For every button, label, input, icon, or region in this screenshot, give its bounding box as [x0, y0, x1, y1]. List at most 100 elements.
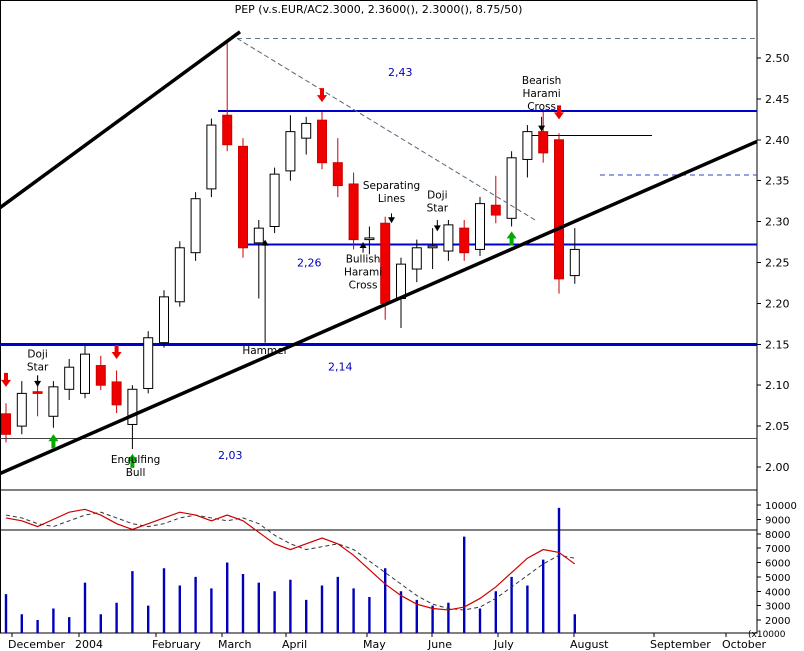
candlestick	[238, 145, 248, 249]
candlestick	[1, 413, 11, 435]
volume-bar	[305, 599, 308, 633]
volume-bar	[273, 591, 276, 633]
annotation-text: Bull	[126, 467, 146, 479]
indicator-axis-label: 3000	[765, 602, 790, 613]
x-axis-month-label: December	[8, 638, 66, 651]
buy-signal-arrow-icon	[127, 453, 138, 468]
candlestick	[554, 139, 564, 280]
candlestick	[80, 353, 90, 394]
candlestick	[285, 131, 296, 172]
price-axis-label: 2.00	[765, 461, 790, 474]
candlestick	[475, 203, 485, 250]
candlestick	[127, 388, 138, 425]
annotation-text: Bullish	[346, 254, 381, 266]
indicator-unit-label: (x10000	[748, 630, 786, 640]
volume-bar	[147, 605, 150, 633]
candlestick	[538, 131, 549, 154]
annotation-text: Hammer	[242, 345, 288, 357]
sell-signal-arrow-icon	[1, 372, 11, 387]
buy-signal-arrow-icon	[48, 434, 59, 449]
price-axis-label: 2.50	[765, 52, 790, 65]
chart-border	[0, 0, 758, 634]
volume-bar	[431, 605, 434, 633]
x-axis-month-label: 2004	[75, 638, 103, 651]
volume-bar	[542, 559, 545, 633]
volume-bar	[368, 597, 371, 633]
annotation-text: Star	[27, 361, 49, 373]
sell-signal-arrow-icon	[317, 88, 327, 103]
volume-bar	[257, 582, 260, 633]
volume-bar	[320, 585, 324, 633]
annotation-arrowhead-icon	[34, 380, 42, 387]
x-axis-month-label: September	[650, 638, 711, 651]
price-level-label: 2,43	[388, 66, 413, 79]
candlestick	[317, 119, 327, 164]
volume-bar	[241, 574, 245, 633]
price-level-label: 2,26	[297, 257, 322, 270]
annotation-text: Lines	[378, 193, 405, 205]
volume-bar	[573, 614, 576, 633]
volume-bar	[131, 571, 134, 633]
trendline	[236, 37, 536, 221]
price-axis-label: 2.35	[765, 175, 790, 188]
price-level-label: 2,14	[328, 360, 353, 373]
annotation-arrowhead-icon	[433, 225, 441, 232]
annotation-text: Separating	[363, 180, 420, 192]
indicator-axis-label: 6000	[765, 559, 790, 570]
x-axis-month-label: June	[427, 638, 452, 651]
trendline	[0, 30, 242, 210]
volume-bar	[115, 602, 118, 633]
volume-bar	[557, 507, 561, 633]
candlestick	[459, 227, 470, 254]
x-axis-month-label: August	[570, 638, 609, 651]
candlestick	[111, 381, 122, 406]
volume-bar	[399, 591, 403, 633]
price-axis-label: 2.20	[765, 297, 790, 310]
annotation-arrowhead-icon	[388, 217, 396, 224]
indicator-axis-label: 7000	[765, 544, 790, 555]
volume-bar	[526, 585, 529, 633]
indicator-axis-label: 8000	[765, 530, 790, 541]
annotation-text: Bearish	[522, 75, 561, 87]
volume-bar	[20, 614, 23, 633]
volume-bar	[52, 608, 55, 633]
price-axis-label: 2.40	[765, 134, 790, 147]
x-axis-month-label: May	[363, 638, 386, 651]
candlestick	[95, 365, 106, 386]
candlestick	[206, 124, 217, 190]
trendline	[0, 139, 758, 476]
volume-bar	[36, 620, 39, 633]
volume-bar	[83, 582, 87, 633]
price-axis-label: 2.15	[765, 338, 790, 351]
indicator-axis-label: 4000	[765, 587, 790, 598]
x-axis-month-label: April	[282, 638, 307, 651]
indicator-axis-label: 5000	[765, 573, 790, 584]
volume-bar	[447, 602, 450, 633]
candlestick	[159, 296, 169, 344]
candlestick	[269, 173, 280, 228]
candlestick	[190, 198, 201, 254]
candlestick	[332, 162, 343, 187]
volume-bar	[494, 591, 497, 633]
volume-bar	[352, 588, 355, 633]
candlestick	[143, 337, 154, 389]
candlestick	[396, 263, 406, 299]
volume-bar	[162, 568, 166, 633]
volume-bar	[336, 576, 339, 633]
indicator-line-dashed	[5, 511, 575, 611]
x-axis-month-label: October	[722, 638, 766, 651]
annotation-text: Doji	[27, 348, 47, 360]
candlestick	[380, 222, 391, 304]
volume-bar	[68, 617, 71, 633]
price-axis-label: 2.10	[765, 379, 790, 392]
candlestick	[522, 131, 533, 160]
volume-bar	[226, 562, 229, 633]
annotation-text: Engulfing	[111, 454, 160, 466]
annotation-arrowhead-icon	[538, 125, 546, 132]
price-axis-label: 2.25	[765, 257, 790, 270]
buy-signal-arrow-icon	[506, 231, 517, 246]
volume-bar	[178, 585, 181, 633]
candlestick	[222, 114, 233, 146]
